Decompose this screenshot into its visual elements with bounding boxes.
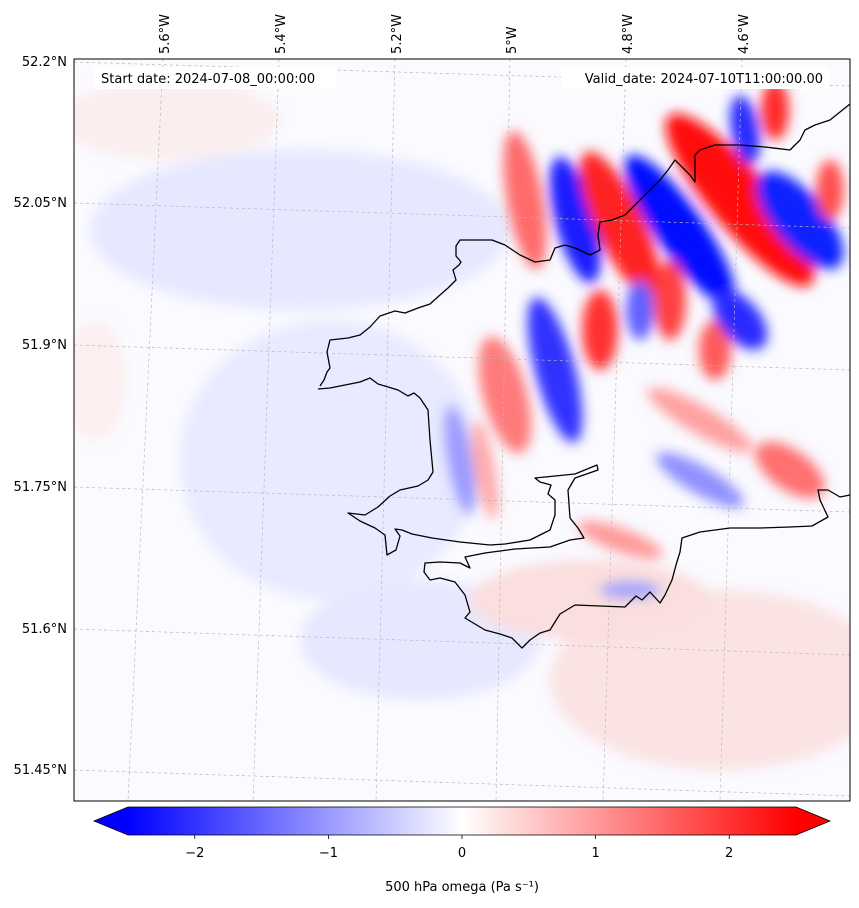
date-header: Start date: 2024-07-08_00:00:00 Valid_da… (94, 67, 829, 89)
start-date-box (94, 67, 336, 89)
valid-date-label: Valid_date: 2024-07-10T11:00:00.00 (585, 72, 823, 87)
coastline-top (319, 103, 850, 387)
band-red (577, 520, 663, 560)
lat-label: 51.45°N (14, 763, 67, 778)
band-red (579, 151, 661, 299)
colorbar-body (128, 807, 796, 835)
band-blue (729, 95, 761, 165)
valid-date-box (561, 67, 829, 89)
colorbar: −2 −1 0 1 2 500 hPa omega (Pa s⁻¹) (92, 806, 832, 895)
lat-label: 51.6°N (22, 622, 67, 637)
gridlines (74, 59, 850, 801)
coastlines (317, 103, 850, 649)
colorbar-extend-high (796, 807, 830, 835)
latitude-labels: 52.2°N 52.05°N 51.9°N 51.75°N 51.6°N 51.… (14, 55, 67, 778)
colorbar-tick-label: −2 (185, 846, 204, 861)
lon-label: 5.2°W (390, 14, 405, 54)
coastline-north (317, 377, 850, 649)
omega-field (74, 80, 850, 770)
band-red (665, 113, 815, 287)
band-red (816, 160, 844, 220)
start-date-label: Start date: 2024-07-08_00:00:00 (101, 72, 315, 87)
colorbar-tick-label: 2 (725, 846, 733, 861)
band-blue (600, 582, 660, 598)
band-red (503, 130, 547, 270)
band-red (699, 320, 731, 380)
band-red (761, 80, 789, 140)
lat-label: 52.05°N (14, 196, 67, 211)
band-red (647, 387, 753, 453)
band-red (582, 290, 618, 370)
map-panel: Start date: 2024-07-08_00:00:00 Valid_da… (73, 58, 851, 802)
colorbar-tick-label: 1 (591, 846, 599, 861)
band-red (654, 260, 686, 340)
band-red (755, 441, 825, 499)
band-blue (444, 405, 476, 515)
lon-label: 5°W (505, 26, 520, 54)
band-red (478, 336, 532, 454)
lon-label: 5.4°W (274, 14, 289, 54)
lat-label: 51.75°N (14, 480, 67, 495)
band-blue (549, 157, 601, 283)
weak-field (74, 80, 850, 770)
map-frame (73, 58, 851, 802)
colorbar-tick-label: −1 (319, 846, 338, 861)
lon-label: 4.8°W (621, 14, 636, 54)
lat-label: 52.2°N (22, 55, 67, 70)
lat-label: 51.9°N (22, 338, 67, 353)
colorbar-extend-low (94, 807, 128, 835)
band-blue (626, 280, 654, 340)
band-red (471, 420, 499, 520)
colorbar-ticks: −2 −1 0 1 2 (185, 835, 733, 861)
band-blue (712, 290, 768, 350)
colorbar-tick-label: 0 (458, 846, 466, 861)
longitude-labels: 5.6°W 5.4°W 5.2°W 5°W 4.8°W 4.6°W (158, 14, 752, 54)
band-blue (624, 155, 736, 305)
wave-bands (444, 80, 844, 598)
colorbar-label: 500 hPa omega (Pa s⁻¹) (385, 880, 539, 895)
band-blue (656, 452, 744, 508)
band-blue (756, 171, 844, 269)
lon-label: 5.6°W (158, 14, 173, 54)
lon-label: 4.6°W (737, 14, 752, 54)
band-blue (527, 297, 583, 443)
colorbar-outline (92, 806, 832, 836)
